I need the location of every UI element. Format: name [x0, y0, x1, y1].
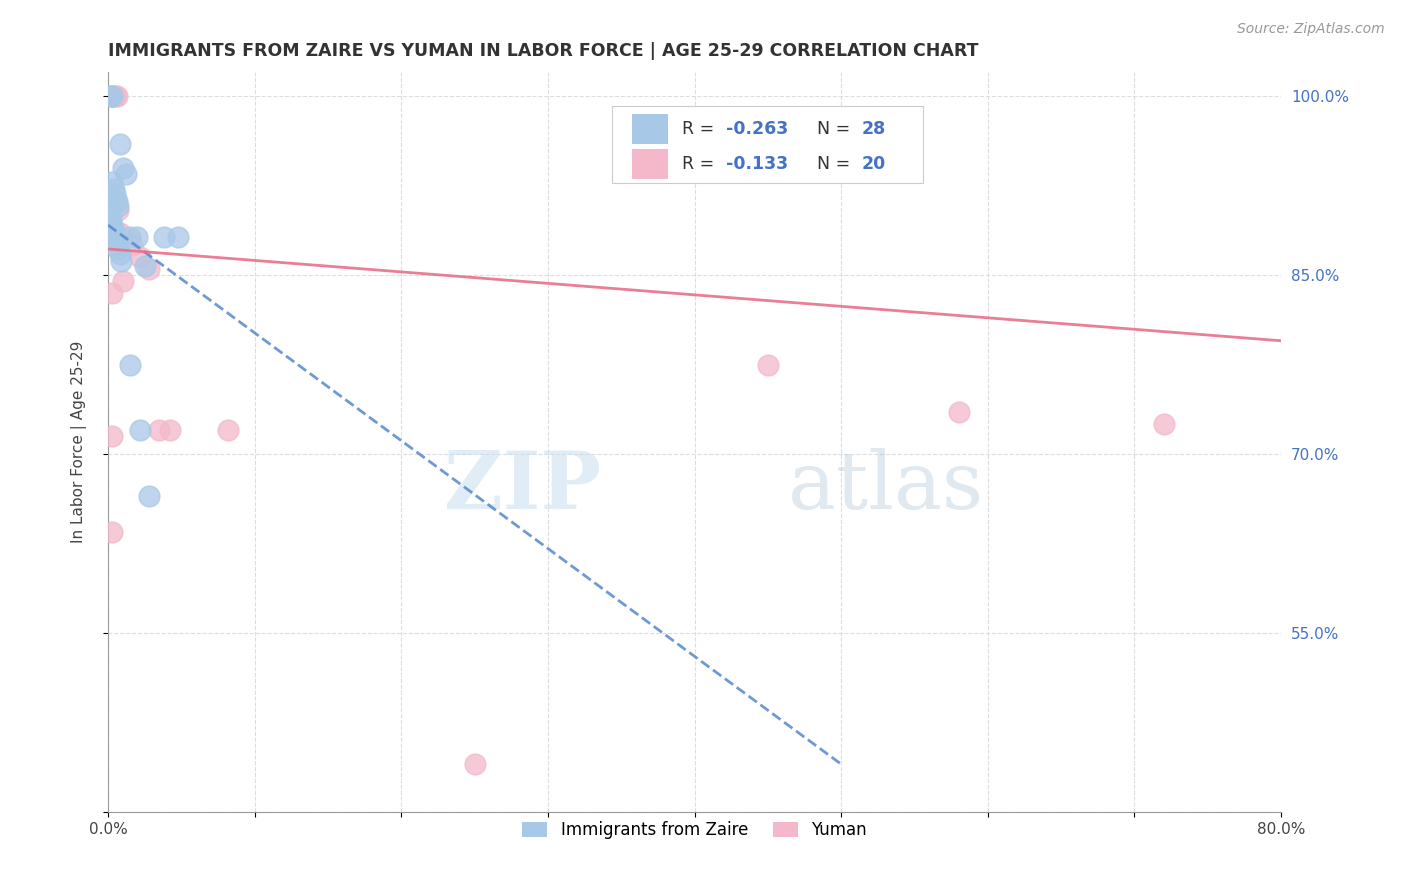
Point [101, 89, 124, 103]
Point [159, 423, 181, 437]
Point [101, 429, 124, 443]
Point [120, 358, 142, 372]
Point [464, 757, 486, 772]
Point [108, 227, 131, 241]
Point [110, 253, 132, 268]
Text: 20: 20 [860, 155, 886, 173]
Text: 28: 28 [860, 120, 886, 138]
Text: N =: N = [817, 120, 855, 138]
Point [138, 262, 160, 277]
Text: -0.133: -0.133 [727, 155, 789, 173]
Point [104, 89, 127, 103]
Text: IMMIGRANTS FROM ZAIRE VS YUMAN IN LABOR FORCE | AGE 25-29 CORRELATION CHART: IMMIGRANTS FROM ZAIRE VS YUMAN IN LABOR … [108, 42, 979, 60]
Point [103, 89, 125, 103]
Point [1153, 417, 1175, 432]
FancyBboxPatch shape [613, 105, 924, 184]
Point [101, 89, 124, 103]
Point [105, 89, 128, 103]
Point [129, 250, 152, 264]
Point [107, 242, 129, 256]
Point [111, 274, 134, 288]
Point [167, 230, 190, 244]
Point [107, 199, 129, 213]
Point [103, 223, 125, 237]
Point [756, 358, 779, 372]
Point [217, 423, 239, 437]
Point [104, 187, 127, 202]
Point [107, 202, 129, 217]
Text: -0.263: -0.263 [727, 120, 789, 138]
Point [101, 524, 124, 539]
Point [101, 218, 124, 232]
Point [148, 423, 170, 437]
Point [101, 175, 124, 189]
Text: R =: R = [682, 155, 720, 173]
Text: N =: N = [817, 155, 855, 173]
Point [105, 235, 128, 249]
Point [948, 405, 970, 419]
Point [105, 194, 128, 209]
Text: Source: ZipAtlas.com: Source: ZipAtlas.com [1237, 22, 1385, 37]
Point [101, 286, 124, 301]
Point [134, 259, 156, 273]
Point [129, 423, 152, 437]
Point [98, 227, 121, 241]
Point [138, 489, 160, 503]
Y-axis label: In Labor Force | Age 25-29: In Labor Force | Age 25-29 [72, 341, 87, 543]
Text: R =: R = [682, 120, 720, 138]
Text: atlas: atlas [789, 448, 984, 525]
Point [111, 161, 134, 175]
Point [100, 89, 122, 103]
Point [121, 238, 143, 252]
Point [114, 167, 136, 181]
FancyBboxPatch shape [633, 114, 668, 144]
Point [104, 230, 127, 244]
Point [103, 182, 125, 196]
Point [108, 246, 131, 260]
Text: ZIP: ZIP [444, 448, 600, 525]
Point [127, 230, 149, 244]
Point [98, 206, 121, 220]
FancyBboxPatch shape [633, 149, 668, 179]
Legend: Immigrants from Zaire, Yuman: Immigrants from Zaire, Yuman [517, 816, 872, 844]
Point [152, 230, 174, 244]
Point [100, 211, 122, 225]
Point [108, 136, 131, 151]
Point [120, 230, 142, 244]
